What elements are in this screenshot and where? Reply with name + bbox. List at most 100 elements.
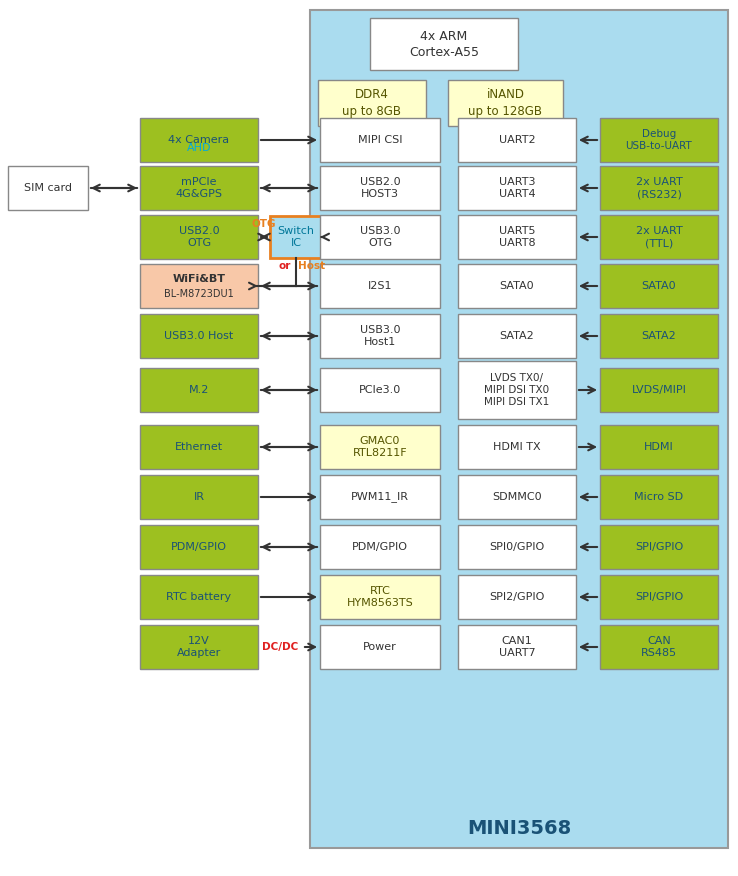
Text: SATA2: SATA2 — [500, 331, 534, 341]
Bar — [600, 525, 718, 569]
Bar — [458, 575, 576, 619]
Bar — [458, 425, 576, 469]
Bar — [370, 18, 518, 70]
Text: UART5
UART8: UART5 UART8 — [499, 226, 535, 248]
Bar — [318, 80, 426, 126]
Bar — [458, 525, 576, 569]
Bar — [320, 525, 440, 569]
Text: LVDS TX0/
MIPI DSI TX0
MIPI DSI TX1: LVDS TX0/ MIPI DSI TX0 MIPI DSI TX1 — [484, 372, 550, 407]
Text: 4x Camera: 4x Camera — [168, 135, 230, 145]
Bar — [458, 625, 576, 669]
Bar — [320, 425, 440, 469]
Bar — [140, 118, 258, 162]
Text: Ethernet: Ethernet — [175, 442, 223, 452]
Text: Micro SD: Micro SD — [635, 492, 683, 502]
Text: SATA0: SATA0 — [500, 281, 534, 291]
Text: HDMI TX: HDMI TX — [493, 442, 541, 452]
Bar — [140, 166, 258, 210]
Text: Switch
IC: Switch IC — [277, 226, 314, 248]
Text: Power: Power — [363, 642, 397, 652]
Text: IR: IR — [193, 492, 204, 502]
Text: PCIe3.0: PCIe3.0 — [359, 385, 401, 395]
Text: SATA0: SATA0 — [641, 281, 676, 291]
Bar — [600, 314, 718, 358]
Text: SPI2/GPIO: SPI2/GPIO — [489, 592, 545, 602]
Bar — [140, 625, 258, 669]
Text: 4x ARM
Cortex-A55: 4x ARM Cortex-A55 — [409, 30, 479, 59]
Text: Host: Host — [298, 261, 325, 271]
Text: I2S1: I2S1 — [368, 281, 393, 291]
Text: RTC
HYM8563TS: RTC HYM8563TS — [347, 586, 413, 608]
Bar — [600, 425, 718, 469]
Text: mPCIe
4G&GPS: mPCIe 4G&GPS — [176, 177, 222, 199]
Bar — [320, 368, 440, 412]
Bar — [600, 166, 718, 210]
Text: Debug
USB-to-UART: Debug USB-to-UART — [626, 129, 692, 152]
Text: 12V
Adapter: 12V Adapter — [177, 636, 221, 658]
Text: UART3
UART4: UART3 UART4 — [499, 177, 535, 199]
Bar — [320, 575, 440, 619]
Text: USB3.0
OTG: USB3.0 OTG — [359, 226, 400, 248]
Text: WiFi&BT: WiFi&BT — [173, 274, 226, 285]
Bar — [320, 264, 440, 308]
Bar — [458, 264, 576, 308]
Bar — [320, 314, 440, 358]
Text: M.2: M.2 — [189, 385, 209, 395]
Text: SPI/GPIO: SPI/GPIO — [635, 542, 683, 552]
Bar — [270, 216, 322, 258]
Bar — [600, 575, 718, 619]
Bar — [600, 475, 718, 519]
Text: USB2.0
OTG: USB2.0 OTG — [179, 226, 219, 248]
Text: OTG: OTG — [252, 219, 276, 229]
Bar — [320, 166, 440, 210]
Text: CAN
RS485: CAN RS485 — [641, 636, 677, 658]
Text: RTC battery: RTC battery — [167, 592, 232, 602]
Text: SPI0/GPIO: SPI0/GPIO — [489, 542, 545, 552]
Bar — [458, 361, 576, 419]
Text: 2x UART
(TTL): 2x UART (TTL) — [635, 226, 683, 248]
Text: LVDS/MIPI: LVDS/MIPI — [632, 385, 686, 395]
Text: SATA2: SATA2 — [641, 331, 676, 341]
Text: USB2.0
HOST3: USB2.0 HOST3 — [359, 177, 400, 199]
Bar — [320, 118, 440, 162]
Text: USB3.0 Host: USB3.0 Host — [165, 331, 234, 341]
Text: PWM11_IR: PWM11_IR — [351, 491, 409, 503]
Text: UART2: UART2 — [499, 135, 535, 145]
Bar — [458, 166, 576, 210]
Bar — [448, 80, 563, 126]
Text: or: or — [279, 261, 291, 271]
Bar — [600, 118, 718, 162]
Text: iNAND
up to 128GB: iNAND up to 128GB — [469, 88, 542, 117]
Bar — [320, 625, 440, 669]
Text: SIM card: SIM card — [24, 183, 72, 193]
Bar — [310, 10, 728, 848]
Bar — [458, 118, 576, 162]
Bar — [600, 625, 718, 669]
Text: MIPI CSI: MIPI CSI — [358, 135, 402, 145]
Text: PDM/GPIO: PDM/GPIO — [352, 542, 408, 552]
Text: SDMMC0: SDMMC0 — [492, 492, 542, 502]
Text: DC/DC: DC/DC — [262, 642, 298, 652]
Text: HDMI: HDMI — [644, 442, 674, 452]
Bar — [320, 215, 440, 259]
Bar — [140, 368, 258, 412]
Bar — [140, 525, 258, 569]
Text: DDR4
up to 8GB: DDR4 up to 8GB — [342, 88, 401, 117]
Bar — [600, 368, 718, 412]
Bar — [140, 425, 258, 469]
Text: SPI/GPIO: SPI/GPIO — [635, 592, 683, 602]
Text: AHD: AHD — [187, 143, 211, 153]
Bar — [458, 314, 576, 358]
Text: MINI3568: MINI3568 — [467, 818, 571, 837]
Bar — [600, 264, 718, 308]
Text: CAN1
UART7: CAN1 UART7 — [499, 636, 535, 658]
Bar — [140, 575, 258, 619]
Text: PDM/GPIO: PDM/GPIO — [171, 542, 227, 552]
Bar — [140, 215, 258, 259]
Text: GMAC0
RTL8211F: GMAC0 RTL8211F — [353, 435, 407, 458]
Bar — [458, 475, 576, 519]
Bar — [140, 314, 258, 358]
Bar — [8, 166, 88, 210]
Text: USB3.0
Host1: USB3.0 Host1 — [359, 325, 400, 347]
Bar — [458, 215, 576, 259]
